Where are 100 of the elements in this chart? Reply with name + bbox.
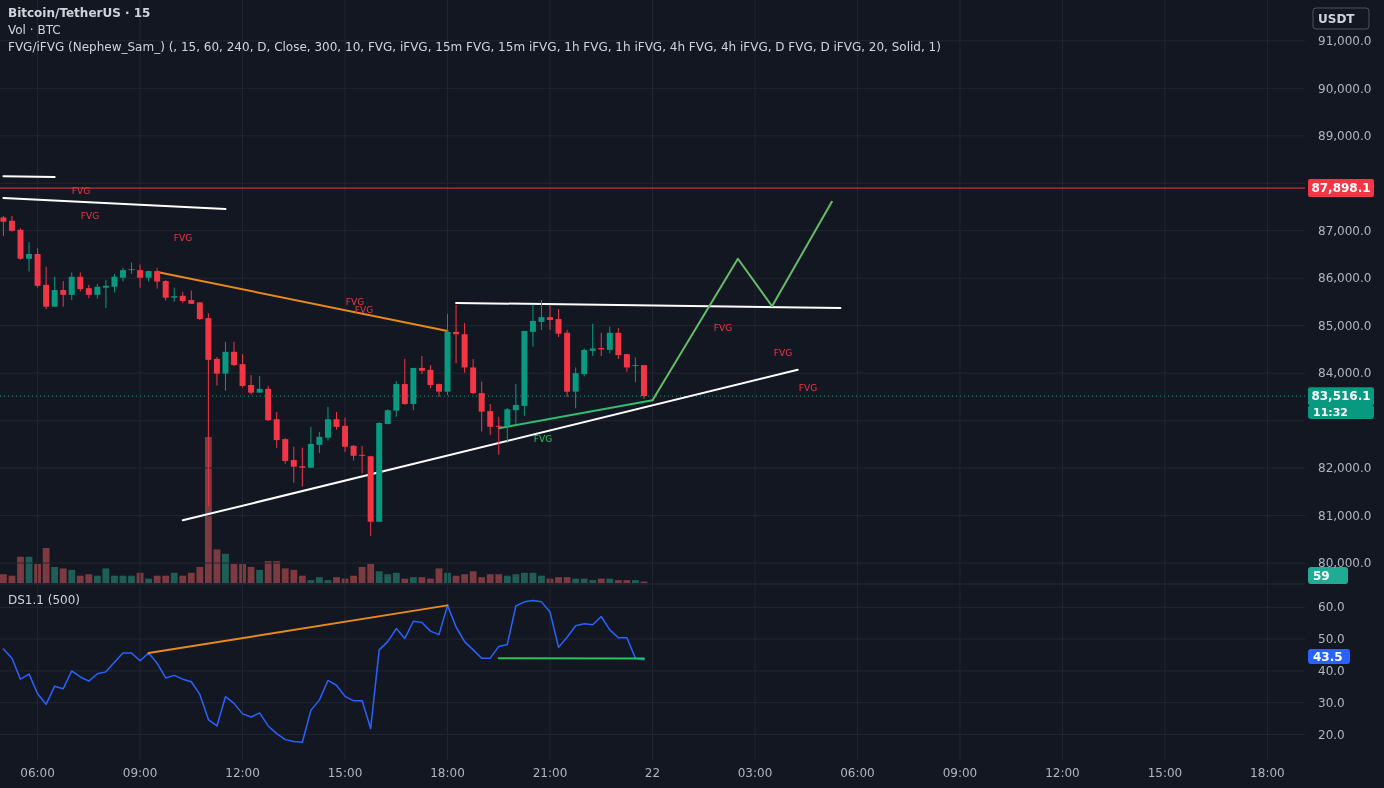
x-tick-label: 12:00 [225,766,260,780]
candlestick [342,417,349,453]
candlestick [504,407,511,444]
text: DS1.1 (500) [8,593,81,607]
bar [333,577,340,583]
candlestick [495,416,502,456]
bar [350,575,357,583]
candlestick [239,353,246,388]
bar [307,580,315,583]
y-tick-label: 20.0 [1318,727,1345,742]
candlestick [606,326,613,354]
candlestick [418,355,425,375]
bar [128,575,135,583]
x-tick-label: 03:00 [737,766,773,780]
candlestick [154,267,161,290]
text: FVG/iFVG (Nephew_Sam_) (, 15, 60, 240, D, Close, 300, 10, FVG, iFVG, 15m FVG, 15m iFVG, 1h FVG, 1h iFVG, 4h FVG, 4h iFVG, D FVG, D iFVG, 20, Solid, 1) [8,40,941,54]
ref-line-label: 87,898.1 [1311,181,1371,196]
bar [563,577,571,583]
bar [324,580,332,583]
annotation: FVG [798,383,818,394]
bar [632,580,639,583]
candlestick [478,381,485,433]
bar [401,578,409,583]
text: Bitcoin/TetherUS · 15 [8,6,151,20]
bar [298,575,306,583]
bar [111,575,118,583]
x-tick-label: 06:00 [840,766,875,780]
candlestick [111,273,118,293]
y-tick-label: 50.0 [1318,632,1345,647]
candlestick [615,327,622,360]
annotation: FVG [533,434,553,445]
bar [572,578,580,583]
annotation: FVG [345,297,365,308]
y-tick-label: 86,000.0 [1318,271,1372,286]
y-tick-label: 30.0 [1318,695,1345,710]
candlestick [538,299,545,331]
candlestick [427,364,434,389]
bar [247,566,255,583]
x-tick-label: 18:00 [1250,766,1285,780]
candlestick [43,266,50,310]
candlestick [213,356,220,386]
bar [520,572,528,583]
y-tick-label: 90,000.0 [1318,81,1372,96]
text: USDT [1318,11,1356,26]
candlestick [162,279,169,302]
bar [597,578,605,583]
x-tick-label: 06:00 [20,766,55,780]
candlestick [77,272,84,292]
bar [461,574,469,583]
candlestick [51,276,58,308]
y-tick-label: 81,000.0 [1318,508,1372,523]
candlestick [68,272,75,301]
bar [538,575,545,583]
y-tick-label: 85,000.0 [1318,318,1372,333]
candlestick [512,383,519,425]
y-tick-label: 87,000.0 [1318,223,1372,238]
text: 59 [1313,568,1330,583]
bar [42,547,50,583]
y-tick-label: 82,000.0 [1318,461,1372,476]
bar [606,578,614,583]
bar [17,556,24,583]
bar [555,577,562,583]
annotation: FVG [71,186,91,197]
bar [418,577,426,583]
x-tick-label: 15:00 [1147,766,1183,780]
annotation: FVG [173,233,193,244]
bar [222,553,229,583]
bar [0,574,7,583]
candlestick [589,323,596,357]
x-tick-label: 18:00 [430,766,465,780]
y-tick-label: 89,000.0 [1318,128,1372,143]
bar [256,569,264,583]
candlestick [128,262,135,275]
x-tick-label: 22 [644,766,661,780]
candlestick [26,241,33,273]
candlestick [231,341,237,367]
candlestick [359,445,366,474]
candlestick [632,356,639,383]
bar [68,569,76,583]
x-tick-label: 09:00 [942,766,978,780]
candlestick [102,279,109,309]
bar [59,568,67,583]
candlestick [324,406,331,442]
annotation: FVG [773,348,793,359]
candlestick [290,446,297,484]
bar [204,437,212,583]
candlestick [529,304,536,348]
candlestick [299,447,306,488]
text: 11:32 [1313,405,1349,419]
candlestick [282,437,289,465]
y-tick-label: 60.0 [1318,600,1345,615]
text: 43.5 [1313,649,1343,664]
y-tick-label: 40.0 [1318,664,1345,679]
candlestick [248,374,255,396]
bar [179,575,187,583]
candlestick [555,308,562,338]
bar [51,566,59,583]
y-tick-label: 91,000.0 [1318,34,1372,49]
bar [170,572,178,583]
x-tick-label: 15:00 [327,766,363,780]
